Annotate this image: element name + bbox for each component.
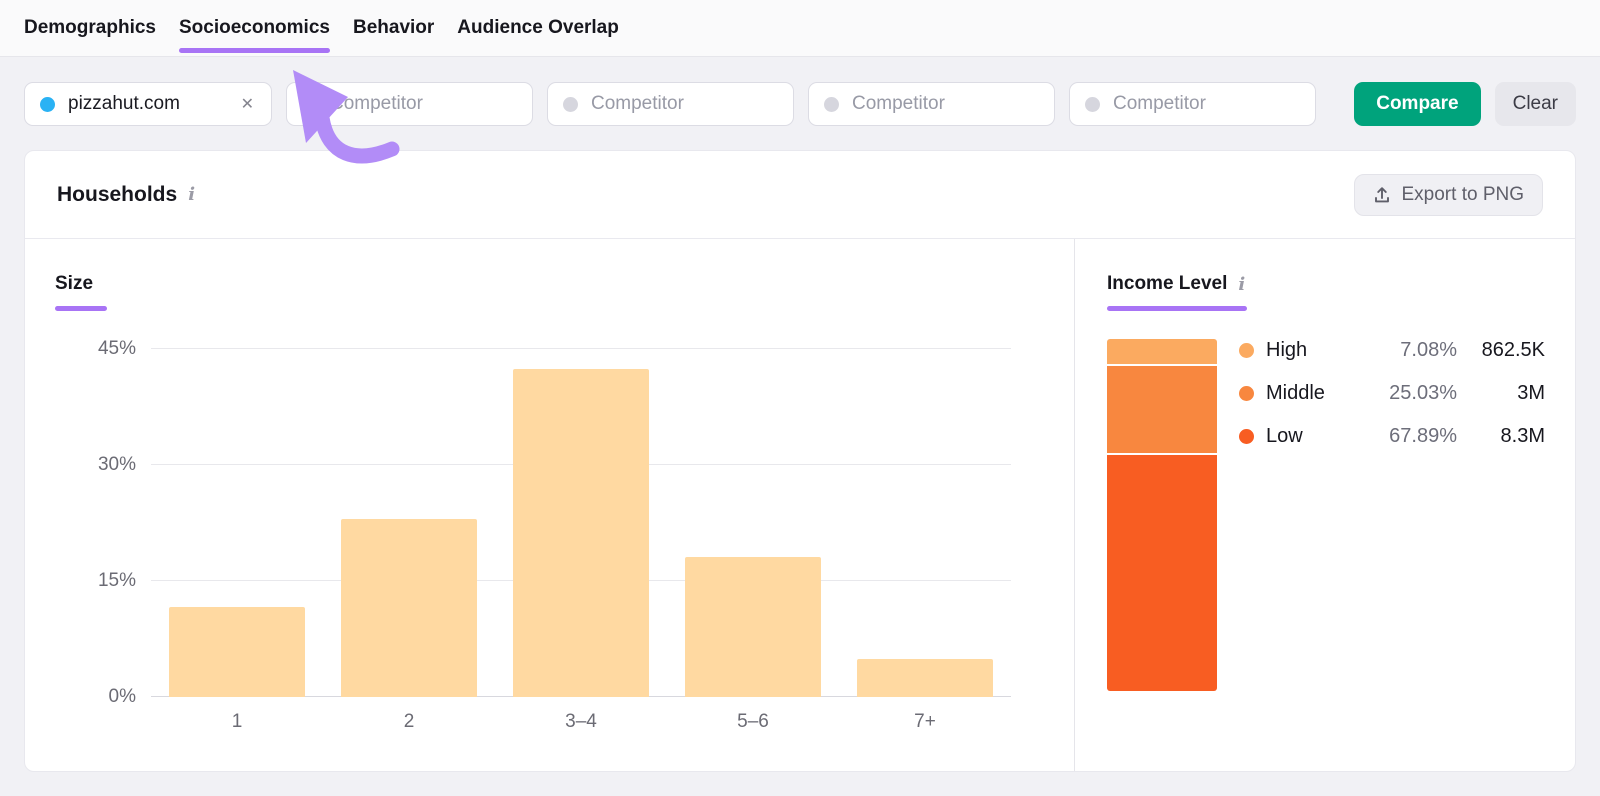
- size-title-underline: [55, 306, 107, 311]
- size-bar-3–4[interactable]: [513, 369, 649, 697]
- domain-color-dot-icon: [40, 96, 55, 112]
- x-axis-label-3–4: 3–4: [565, 711, 597, 732]
- y-axis-label-15: 15%: [97, 570, 136, 591]
- income-title-label: Income Level: [1107, 273, 1228, 294]
- panel-divider: [1074, 239, 1075, 771]
- competitor-input-2[interactable]: [547, 82, 794, 126]
- income-title-underline: [1107, 306, 1247, 311]
- size-bar-7+[interactable]: [857, 659, 993, 697]
- y-axis-label-30: 30%: [97, 454, 136, 475]
- household-size-chart: 1 2 3–4 5–6 7+: [151, 348, 1011, 732]
- y-axis-label-45: 45%: [97, 338, 136, 359]
- legend-row-high: High 7.08% 862.5K: [1239, 329, 1545, 372]
- income-stacked-bar: [1107, 339, 1217, 691]
- legend-percent: 7.08%: [1400, 339, 1457, 361]
- legend-dot-middle-icon: [1239, 386, 1254, 401]
- tab-behavior[interactable]: Behavior: [352, 17, 435, 38]
- x-axis-label-7+: 7+: [914, 711, 936, 732]
- x-axis-label-1: 1: [231, 711, 243, 732]
- households-card: Households i Export to PNG Size 1 2 3–4 5–6…: [24, 150, 1576, 772]
- primary-domain-label: pizzahut.com: [68, 93, 180, 114]
- households-info-icon[interactable]: i: [188, 184, 196, 205]
- income-segment-middle[interactable]: [1107, 366, 1217, 453]
- legend-value: 862.5K: [1481, 339, 1545, 361]
- size-bar-2[interactable]: [341, 519, 477, 697]
- card-title: Households: [57, 182, 178, 206]
- income-legend: High 7.08% 862.5K Middle 25.03% 3M Low 67.89% 8.…: [1239, 329, 1545, 458]
- card-header: Households i Export to PNG: [25, 151, 1575, 239]
- legend-dot-low-icon: [1239, 429, 1254, 444]
- legend-percent: 25.03%: [1389, 382, 1457, 404]
- competitor-field-1[interactable]: [330, 93, 517, 115]
- legend-percent: 67.89%: [1389, 425, 1457, 447]
- remove-domain-icon[interactable]: ✕: [240, 96, 254, 113]
- size-title-label: Size: [55, 273, 94, 294]
- tab-demographics[interactable]: Demographics: [24, 17, 156, 38]
- x-axis-label-5–6: 5–6: [737, 711, 769, 732]
- size-bar-5–6[interactable]: [685, 557, 821, 697]
- competitor-input-3[interactable]: [808, 82, 1055, 126]
- compare-button[interactable]: Compare: [1354, 82, 1481, 126]
- legend-row-low: Low 67.89% 8.3M: [1239, 415, 1545, 458]
- income-info-icon[interactable]: i: [1238, 273, 1246, 295]
- size-section-title: Size: [55, 273, 93, 295]
- competitor-dot-icon: [1085, 96, 1100, 112]
- competitor-field-2[interactable]: [591, 93, 778, 115]
- income-segment-low[interactable]: [1107, 455, 1217, 691]
- size-bar-1[interactable]: [169, 607, 305, 697]
- legend-value: 8.3M: [1500, 425, 1545, 447]
- legend-label: Low: [1266, 425, 1303, 447]
- competitor-dot-icon: [302, 96, 317, 112]
- tab-socioeconomics[interactable]: Socioeconomics: [178, 0, 330, 56]
- tab-audience-overlap[interactable]: Audience Overlap: [457, 17, 619, 38]
- legend-dot-high-icon: [1239, 343, 1254, 358]
- legend-value: 3M: [1517, 382, 1545, 404]
- gridline-45: [151, 348, 1011, 349]
- legend-label: High: [1266, 339, 1308, 361]
- income-section-title: Income Level i: [1107, 273, 1245, 295]
- income-segment-high[interactable]: [1107, 339, 1217, 364]
- competitor-field-4[interactable]: [1113, 93, 1300, 115]
- primary-domain-chip[interactable]: pizzahut.com ✕: [24, 82, 272, 126]
- top-nav: Demographics Socioeconomics Behavior Audien…: [0, 0, 1600, 57]
- y-axis-label-0: 0%: [108, 686, 136, 707]
- competitor-input-1[interactable]: [286, 82, 533, 126]
- competitor-dot-icon: [824, 96, 839, 112]
- card-body: Size 1 2 3–4 5–6 7+ 0% 15% 30% 45% Income Level…: [25, 239, 1575, 771]
- export-button-label: Export to PNG: [1401, 183, 1525, 205]
- legend-label: Middle: [1266, 382, 1325, 404]
- x-axis-label-2: 2: [403, 711, 415, 732]
- clear-button[interactable]: Clear: [1494, 82, 1576, 126]
- export-upload-icon: [1374, 186, 1389, 202]
- competitor-field-3[interactable]: [852, 93, 1039, 115]
- export-to-png-button[interactable]: Export to PNG: [1353, 173, 1543, 216]
- competitor-input-4[interactable]: [1069, 82, 1316, 126]
- filter-bar: pizzahut.com ✕ Compare Clear: [0, 57, 1600, 126]
- competitor-dot-icon: [563, 96, 578, 112]
- legend-row-middle: Middle 25.03% 3M: [1239, 372, 1545, 415]
